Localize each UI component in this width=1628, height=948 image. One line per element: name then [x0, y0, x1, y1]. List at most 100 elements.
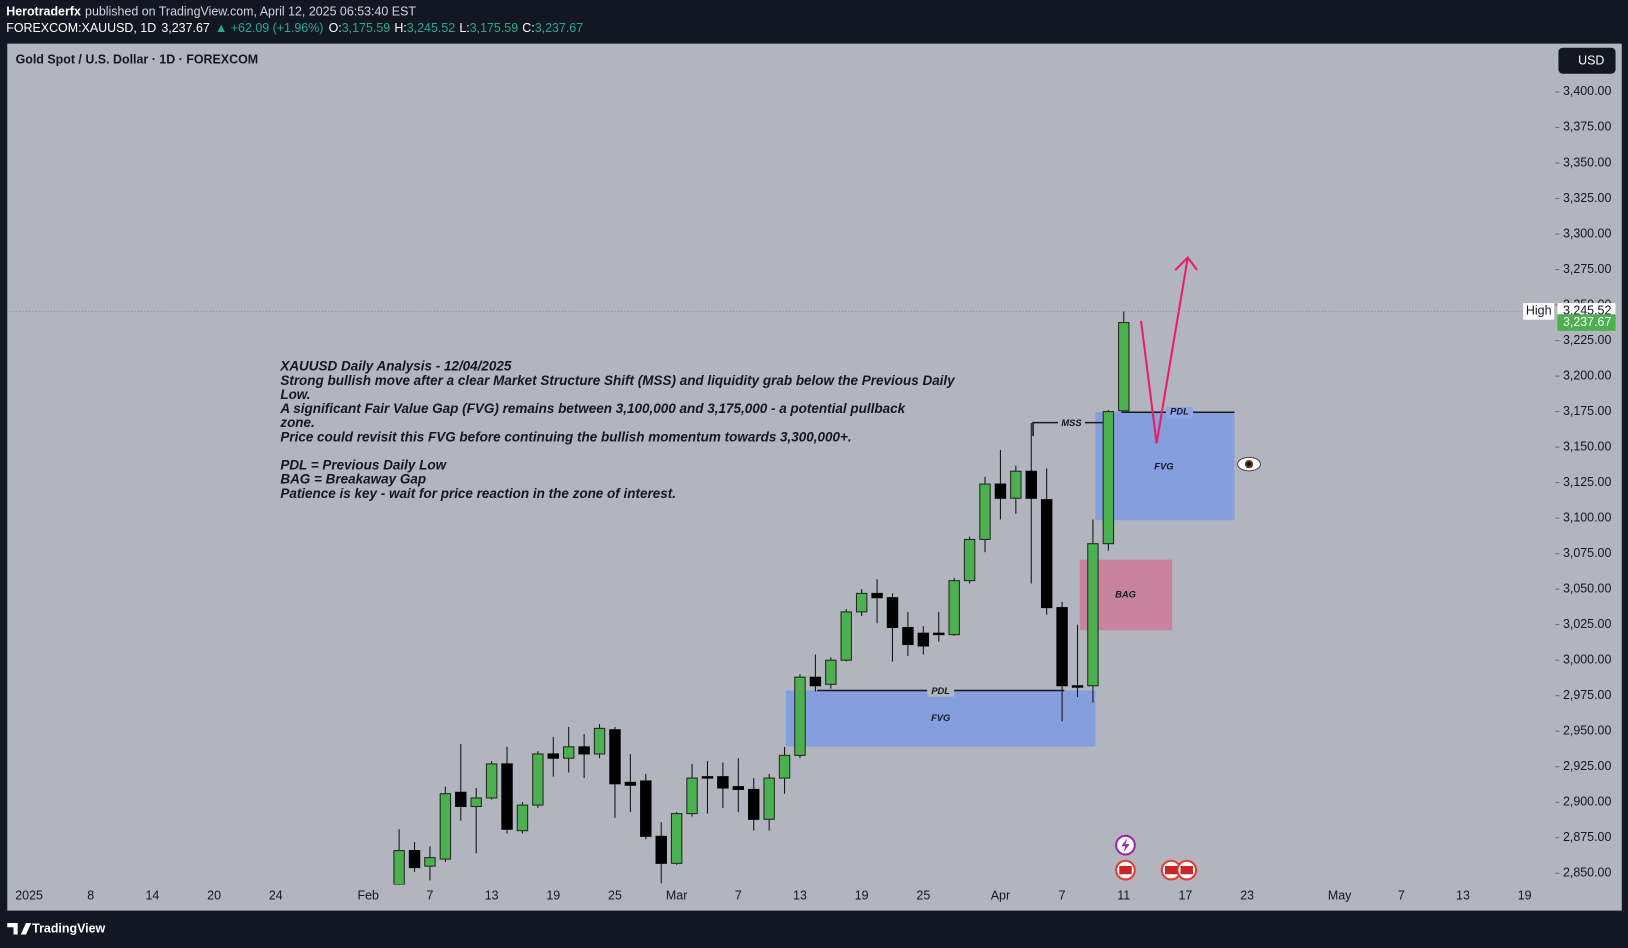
x-tick-label: 13 [793, 888, 807, 902]
candle-body [547, 753, 560, 759]
fvg-zone [785, 690, 1096, 747]
y-tick-label: 3,125.00 [1563, 475, 1611, 489]
ohlc-key: H: [394, 21, 406, 35]
candle-body [562, 746, 575, 759]
candle-body [902, 626, 914, 646]
ohlc-value: 3,237.67 [535, 21, 583, 35]
fvg-label: FVG [931, 713, 950, 723]
x-tick-label: 19 [546, 888, 560, 902]
label-bg [927, 685, 955, 697]
y-tick-label: 3,325.00 [1563, 191, 1611, 205]
brand: TradingView [32, 922, 105, 936]
header-line-1: Herotraderfx published on TradingView.com… [6, 5, 416, 19]
candle-body [655, 835, 667, 864]
projection-arrow [1140, 257, 1189, 444]
label-bg [1165, 407, 1193, 419]
y-tick-label: 2,975.00 [1563, 688, 1611, 702]
x-tick-label: Apr [991, 888, 1010, 902]
x-tick-label: 19 [1518, 888, 1532, 902]
candle-body [485, 763, 498, 799]
candle-body [825, 659, 837, 685]
x-tick-label: 8 [87, 888, 94, 902]
candle-body [748, 788, 760, 820]
currency-button[interactable] [1558, 47, 1616, 74]
published: published on TradingView.com, April 12, … [85, 5, 416, 19]
candle-body [1010, 470, 1022, 499]
eye-icon [1237, 456, 1261, 472]
x-tick-label: 20 [207, 888, 221, 902]
x-tick-label: 7 [735, 888, 742, 902]
candle-body [424, 857, 436, 867]
note-line: Price could revisit this FVG before cont… [280, 429, 851, 444]
candle-body [840, 611, 852, 661]
candle-body [717, 776, 729, 789]
candle-body [501, 763, 513, 830]
candle-body [1040, 499, 1053, 609]
y-tick-label: 3,300.00 [1563, 226, 1611, 240]
candle-body [1025, 470, 1037, 499]
candle-body [1056, 607, 1068, 687]
y-tick-label: 2,900.00 [1563, 795, 1611, 809]
y-tick-label: 3,075.00 [1563, 546, 1611, 560]
y-tick-label: 2,850.00 [1563, 866, 1611, 880]
label-bg [1057, 417, 1085, 429]
candle-body [393, 850, 405, 885]
candle-body [455, 791, 467, 808]
ohlc-value: 3,175.59 [342, 21, 390, 35]
x-tick-label: 24 [269, 888, 283, 902]
last-price-bg [1557, 314, 1616, 331]
candle-body [609, 729, 621, 785]
candle-body [794, 676, 806, 756]
pdl-label: PDL [1170, 407, 1189, 417]
note-line: Low. [280, 387, 310, 402]
bag-label: BAG [1115, 589, 1136, 599]
candle-body [701, 776, 714, 779]
x-tick-label: 7 [426, 888, 433, 902]
candle-body [470, 797, 482, 808]
ohlc-value: 3,175.59 [470, 21, 518, 35]
x-tick-label: 7 [1398, 888, 1405, 902]
y-tick-label: 3,100.00 [1563, 510, 1611, 524]
mss-label: MSS [1061, 418, 1082, 428]
candle-body [1118, 322, 1130, 412]
candle-body [686, 777, 698, 815]
candle-body [855, 592, 868, 613]
candle-body [408, 850, 421, 869]
candle-body [1102, 411, 1115, 545]
y-tick-label: 3,050.00 [1563, 581, 1611, 595]
arrow-head [1174, 255, 1198, 271]
event-icons [1115, 834, 1198, 881]
candle-body [439, 793, 452, 860]
note-line: XAUUSD Daily Analysis - 12/04/2025 [279, 359, 512, 374]
candle-body [593, 727, 606, 755]
candle-body [516, 804, 529, 832]
author: Herotraderfx [6, 5, 81, 19]
candle-body [948, 580, 960, 636]
high-value: 3,245.52 [1563, 304, 1611, 318]
fvg-zone [1095, 412, 1235, 521]
x-tick-label: 13 [1456, 888, 1470, 902]
candle-body [732, 786, 745, 790]
ohlc-value: 3,245.52 [407, 21, 455, 35]
y-tick-label: 2,925.00 [1563, 759, 1611, 773]
change: ▲ +62.09 (+1.96%) [215, 21, 323, 35]
high-name-bg [1523, 303, 1555, 320]
candle-body [532, 753, 544, 806]
candle-body [778, 754, 791, 779]
candle-body [670, 813, 683, 864]
candles [393, 311, 1130, 885]
last-price: 3,237.67 [161, 21, 209, 35]
x-tick-label: 23 [1240, 888, 1254, 902]
candle-body [1071, 685, 1084, 688]
last-price: 3,237.67 [1563, 315, 1611, 329]
fvg-label: FVG [1154, 462, 1173, 472]
ohlc-key: L: [459, 21, 469, 35]
note-line: PDL = Previous Daily Low [280, 458, 447, 473]
candle-body [763, 777, 775, 820]
y-tick-label: 3,000.00 [1563, 652, 1611, 666]
currency[interactable]: USD [1578, 54, 1604, 68]
chart-panel [7, 43, 1622, 911]
candle-body [886, 597, 899, 629]
ohlc-key: C: [522, 21, 534, 35]
